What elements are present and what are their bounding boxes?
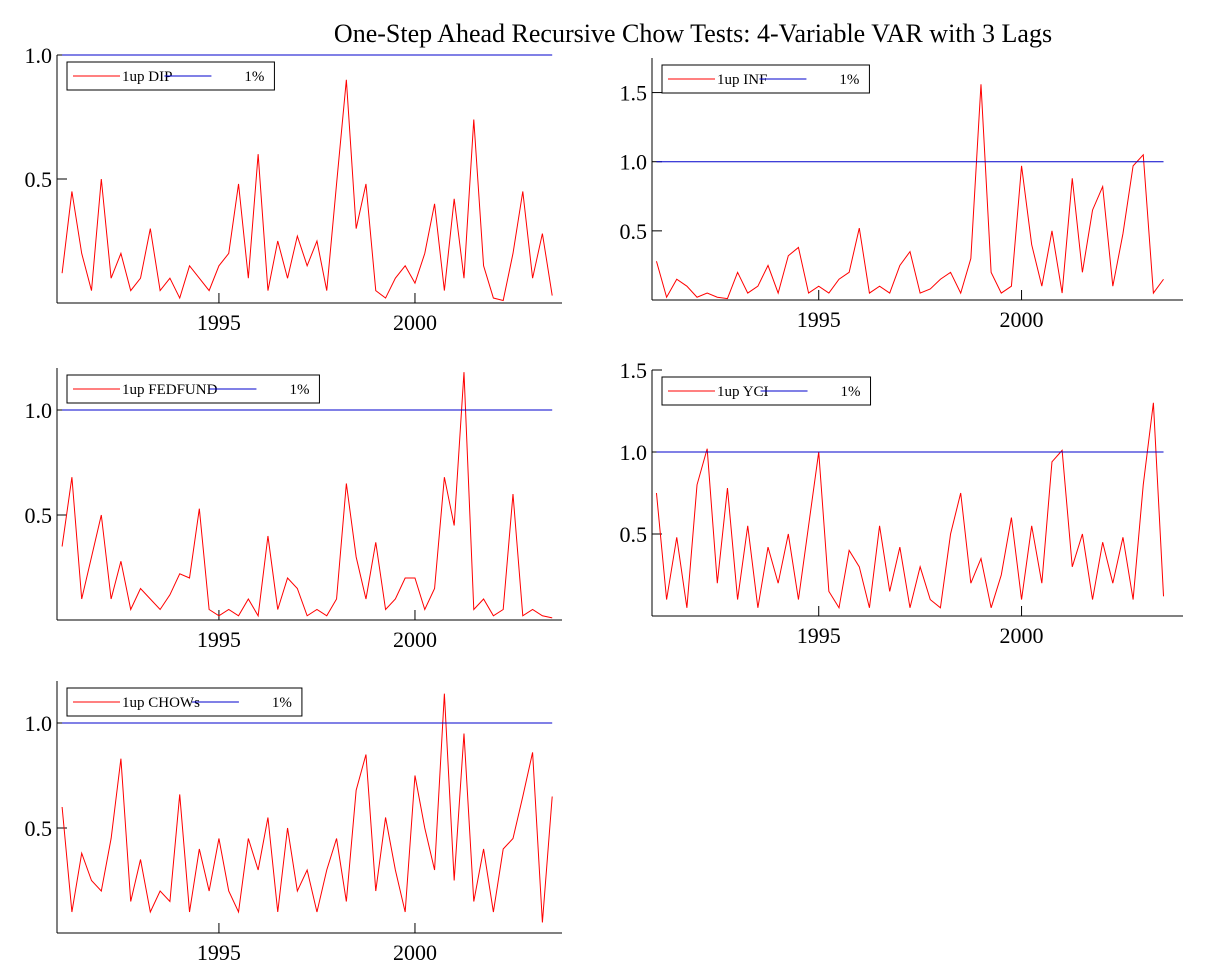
legend-label: 1up CHOWs <box>122 695 200 711</box>
legend-label: 1% <box>839 72 859 88</box>
panel: 0.5 1.0 1995 2000 1up DIP 1% <box>25 43 562 335</box>
y-tick-label: 1.5 <box>620 81 648 106</box>
y-tick-label: 0.5 <box>620 522 648 547</box>
legend-label: 1up INF <box>717 72 767 88</box>
legend-label: 1up DIP <box>122 69 172 85</box>
legend: 1up FEDFUND 1% <box>66 374 320 404</box>
panel: 0.5 1.0 1995 2000 1up CHOWs 1% <box>25 681 562 965</box>
panel: 0.5 1.0 1.5 1995 2000 1up INF 1% <box>620 58 1183 332</box>
legend-label: 1% <box>244 69 264 85</box>
x-tick-label: 2000 <box>393 940 437 965</box>
y-tick-label: 1.0 <box>620 440 648 465</box>
legend: 1up INF 1% <box>661 64 870 94</box>
y-tick-label: 0.5 <box>25 503 53 528</box>
figure-title: One-Step Ahead Recursive Chow Tests: 4-V… <box>334 19 1052 48</box>
series-line <box>655 84 1164 300</box>
legend-label: 1% <box>289 382 309 398</box>
legend-label: 1up YCI <box>717 384 769 400</box>
y-tick-label: 0.5 <box>25 167 53 192</box>
x-tick-label: 2000 <box>1000 307 1044 332</box>
x-tick-label: 1995 <box>797 623 841 648</box>
series-line <box>61 372 553 619</box>
y-tick-label: 1.0 <box>25 43 53 68</box>
y-tick-label: 1.0 <box>25 398 53 423</box>
series-line <box>61 79 553 302</box>
legend-label: 1% <box>841 384 861 400</box>
legend-label: 1up FEDFUND <box>122 382 218 398</box>
legend-box <box>66 374 320 404</box>
y-tick-label: 1.5 <box>620 358 648 383</box>
legend: 1up CHOWs 1% <box>66 687 303 717</box>
x-tick-label: 2000 <box>393 627 437 652</box>
y-tick-label: 1.0 <box>620 150 648 175</box>
series-line <box>655 402 1165 610</box>
panel: 0.5 1.0 1995 2000 1up FEDFUND 1% <box>25 368 562 652</box>
x-tick-label: 2000 <box>1000 623 1044 648</box>
x-tick-label: 1995 <box>197 310 241 335</box>
y-tick-label: 1.0 <box>25 711 53 736</box>
y-tick-label: 0.5 <box>25 816 53 841</box>
series-line <box>61 693 553 923</box>
legend: 1up YCI 1% <box>661 376 872 406</box>
panel: 0.5 1.0 1.5 1995 2000 1up YCI 1% <box>620 358 1183 648</box>
x-tick-label: 1995 <box>197 940 241 965</box>
legend: 1up DIP 1% <box>66 61 275 91</box>
x-tick-label: 2000 <box>393 310 437 335</box>
x-tick-label: 1995 <box>197 627 241 652</box>
y-tick-label: 0.5 <box>620 219 648 244</box>
legend-label: 1% <box>272 695 292 711</box>
x-tick-label: 1995 <box>797 307 841 332</box>
